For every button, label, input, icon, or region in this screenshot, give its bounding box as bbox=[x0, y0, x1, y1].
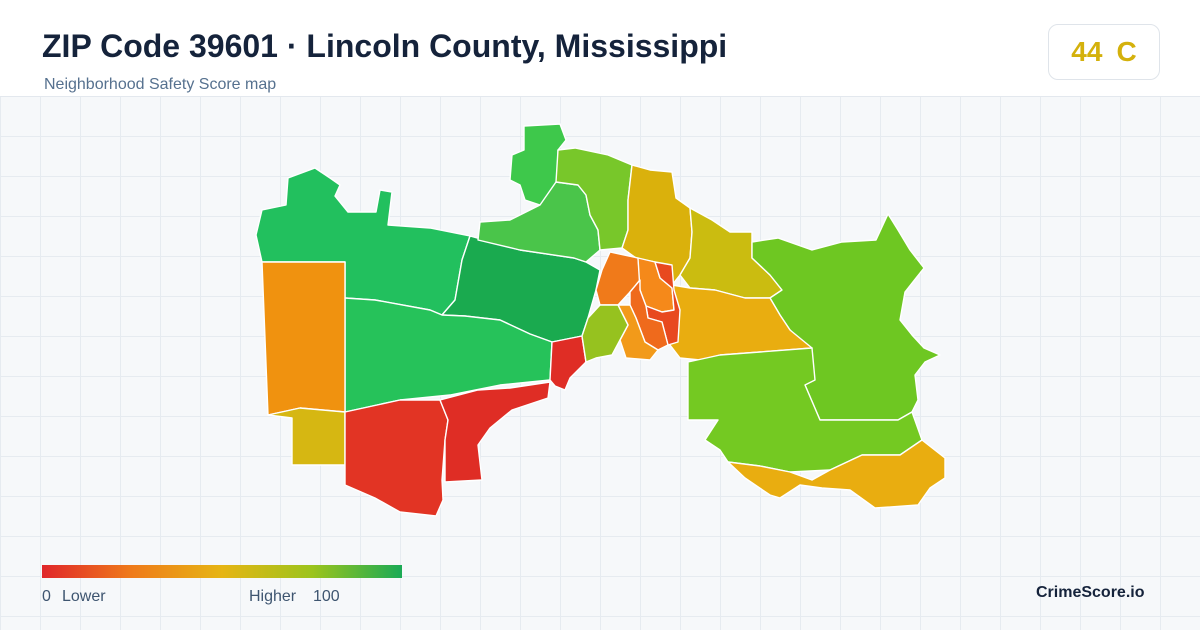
region-southeast-yellow[interactable] bbox=[727, 439, 946, 509]
region-downtown-6[interactable] bbox=[581, 304, 629, 363]
legend-gradient-bar bbox=[42, 565, 402, 578]
region-far-west[interactable] bbox=[261, 261, 346, 416]
legend-min-label: Lower bbox=[62, 588, 106, 605]
legend-min-value: 0 bbox=[42, 588, 51, 605]
legend-max-value: 100 bbox=[313, 588, 340, 605]
region-downtown-4[interactable] bbox=[629, 279, 669, 351]
page-subtitle: Neighborhood Safety Score map bbox=[44, 76, 277, 93]
score-value: 44 bbox=[1071, 36, 1103, 67]
region-small-red[interactable] bbox=[549, 335, 587, 391]
brand-logo-text: CrimeScore.io bbox=[1036, 584, 1145, 601]
score-grade: C bbox=[1116, 36, 1137, 67]
page-title: ZIP Code 39601 · Lincoln County, Mississ… bbox=[42, 28, 728, 64]
region-south-center[interactable] bbox=[439, 381, 551, 483]
region-north-yellow[interactable] bbox=[621, 164, 693, 286]
region-southwest[interactable] bbox=[344, 399, 449, 517]
score-badge: 44 C bbox=[1048, 24, 1160, 80]
region-southwest-small[interactable] bbox=[267, 407, 346, 466]
header bbox=[0, 0, 1200, 97]
legend-max-label: Higher bbox=[249, 588, 297, 605]
